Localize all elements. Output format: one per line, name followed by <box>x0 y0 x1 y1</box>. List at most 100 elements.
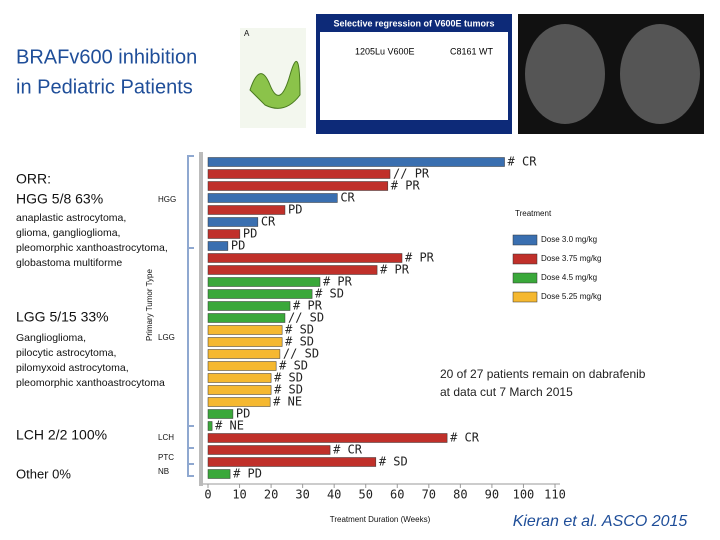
figure-label: A <box>244 29 250 38</box>
bar <box>207 445 331 455</box>
bar <box>207 265 378 275</box>
bar-label: # NE <box>273 395 302 409</box>
bar-label: // SD <box>283 347 319 361</box>
bar-label: # NE <box>215 419 244 433</box>
group-label: NB <box>158 467 169 476</box>
bar-label: PD <box>288 203 302 217</box>
group-label: HGG <box>158 195 176 204</box>
bar <box>207 253 403 263</box>
bar <box>207 277 321 287</box>
protein-structure <box>249 61 301 109</box>
legend-label: Dose 3.75 mg/kg <box>541 254 601 263</box>
bar-label: PD <box>231 239 245 253</box>
inset-title: Selective regression of V600E tumors <box>333 18 494 28</box>
bar-label: # SD <box>274 383 303 397</box>
x-tick-label: 70 <box>422 488 436 502</box>
x-tick-label: 40 <box>327 488 341 502</box>
group-rate: LGG 5/15 33% <box>16 309 109 325</box>
x-tick-label: 30 <box>295 488 309 502</box>
bar <box>207 349 281 359</box>
bar-label: # SD <box>285 335 314 349</box>
bar <box>207 217 259 227</box>
x-tick-label: 10 <box>232 488 246 502</box>
histology: pilocytic astrocytoma, <box>16 347 116 359</box>
annotation: at data cut 7 March 2015 <box>440 385 573 399</box>
x-tick-label: 100 <box>513 488 535 502</box>
bar <box>207 409 234 419</box>
bar <box>207 313 286 323</box>
bar <box>207 325 283 335</box>
legend-swatch <box>512 272 538 284</box>
bar-label: # SD <box>279 359 308 373</box>
bar <box>207 457 377 467</box>
bar-label: # SD <box>285 323 314 337</box>
bar <box>207 337 283 347</box>
x-axis-label: Treatment Duration (Weeks) <box>330 515 431 524</box>
bar-label: # SD <box>274 371 303 385</box>
group-rate: LCH 2/2 100% <box>16 427 107 443</box>
mri-scan <box>525 24 605 124</box>
x-tick-label: 60 <box>390 488 404 502</box>
bar <box>207 241 229 251</box>
bar-label: # PR <box>405 251 435 265</box>
mri-scan <box>620 24 700 124</box>
bar-label: # PR <box>293 299 323 313</box>
bar-label: CR <box>340 191 355 205</box>
bar-label: # SD <box>379 455 408 469</box>
group-rate: Other 0% <box>16 466 71 481</box>
bar <box>207 205 286 215</box>
legend-label: Dose 3.0 mg/kg <box>541 235 597 244</box>
bar <box>207 421 213 431</box>
bar-label: # CR <box>508 155 538 169</box>
bar-label: // PR <box>393 167 430 181</box>
inset-text: 1205Lu V600E <box>355 46 415 56</box>
bar <box>207 289 313 299</box>
group-bracket <box>187 155 194 477</box>
group-label: LCH <box>158 433 174 442</box>
group-rate: HGG 5/8 63% <box>16 191 103 207</box>
legend-swatch <box>512 253 538 265</box>
bar <box>207 469 231 479</box>
group-label: LGG <box>158 333 175 342</box>
bar-label: # CR <box>450 431 480 445</box>
y-axis <box>199 152 203 486</box>
histology: globastoma multiforme <box>16 257 122 269</box>
legend-swatch <box>512 234 538 246</box>
bar-label: # PR <box>380 263 410 277</box>
bar <box>207 361 277 371</box>
bar-label: # PR <box>391 179 421 193</box>
histology: glioma, ganglioglioma, <box>16 227 120 239</box>
bar-label: # SD <box>315 287 344 301</box>
histology: pilomyxoid astrocytoma, <box>16 362 129 374</box>
histology: pleomorphic xanthoastrocytoma, <box>16 242 168 254</box>
bar-label: # CR <box>333 443 363 457</box>
bar <box>207 181 389 191</box>
bar-label: # PR <box>323 275 353 289</box>
bar-label: CR <box>261 215 276 229</box>
legend-label: Dose 4.5 mg/kg <box>541 273 597 282</box>
histology: Ganglioglioma, <box>16 332 86 344</box>
x-tick-label: 50 <box>359 488 373 502</box>
bar-label: // SD <box>288 311 324 325</box>
x-tick-label: 80 <box>453 488 467 502</box>
bar <box>207 433 448 443</box>
bar <box>207 373 272 383</box>
orr-label: ORR: <box>16 171 51 187</box>
group-label: PTC <box>158 453 174 462</box>
bar <box>207 157 505 167</box>
bar <box>207 229 241 239</box>
bar <box>207 301 291 311</box>
bar <box>207 169 391 179</box>
x-tick-label: 110 <box>544 488 566 502</box>
x-tick-label: 90 <box>485 488 499 502</box>
bar <box>207 193 338 203</box>
bar-label: PD <box>236 407 250 421</box>
inset-text: C8161 WT <box>450 46 494 56</box>
legend-title: Treatment <box>515 209 552 218</box>
x-tick-label: 20 <box>264 488 278 502</box>
bar <box>207 397 271 407</box>
citation: Kieran et al. ASCO 2015 <box>513 513 688 530</box>
inset-plot <box>320 32 508 120</box>
bar-label: # PD <box>233 467 262 481</box>
y-axis-label: Primary Tumor Type <box>145 269 154 341</box>
